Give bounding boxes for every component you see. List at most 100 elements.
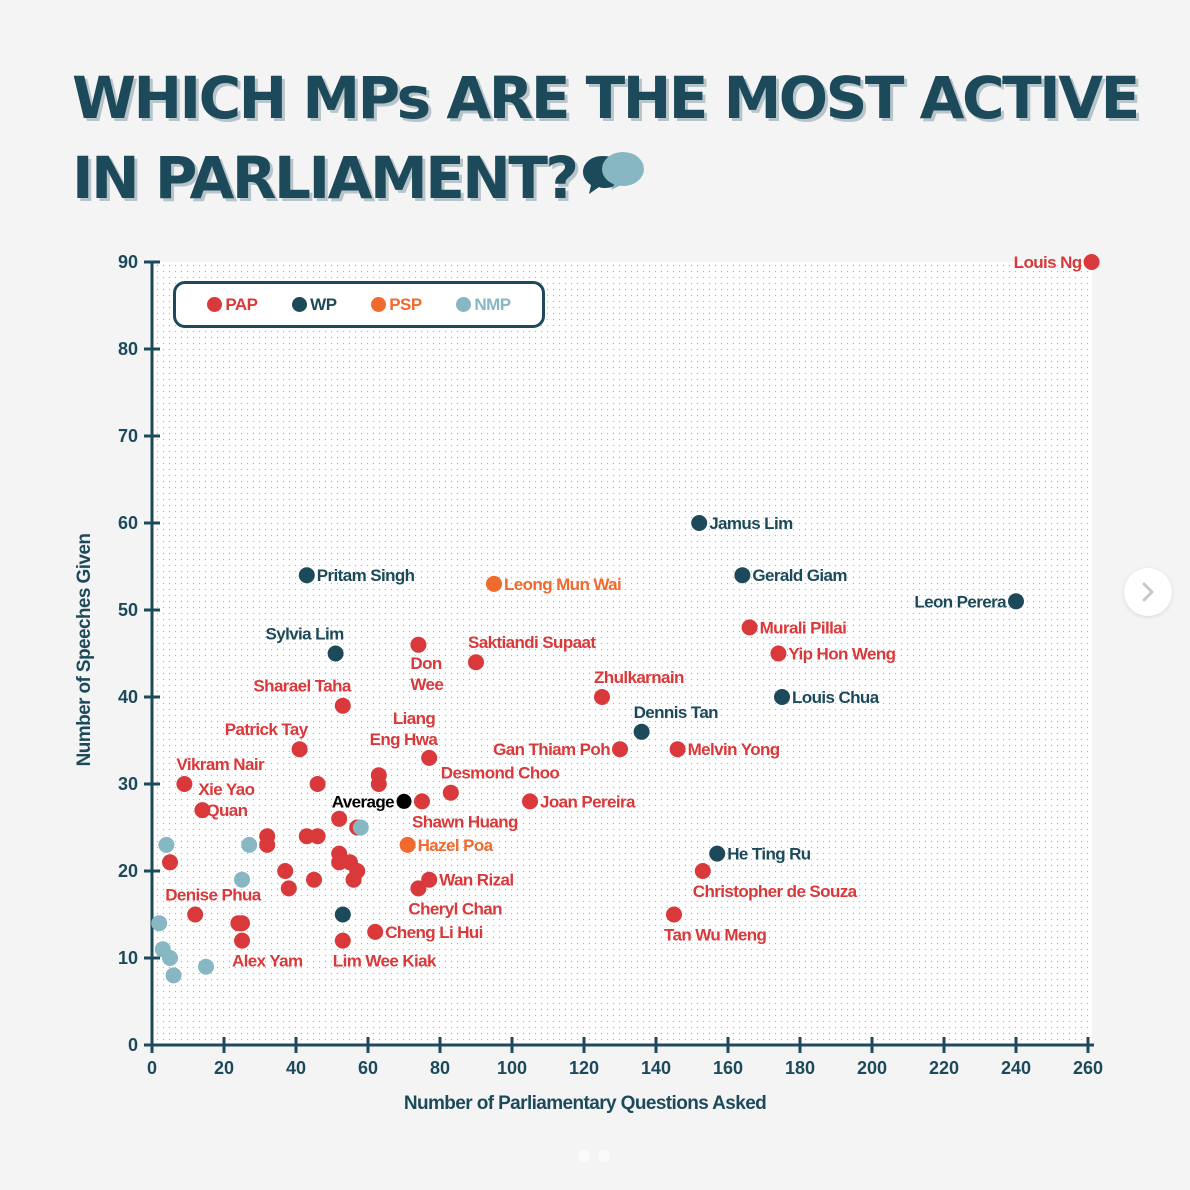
y-tick-label: 30 xyxy=(118,774,138,794)
point-nmp xyxy=(198,958,214,975)
point-melvin-yong xyxy=(669,741,686,758)
data-label: Melvin Yong xyxy=(688,740,780,759)
point-he-ting-ru xyxy=(709,845,726,862)
point-cheng-li-hui xyxy=(367,923,384,940)
legend-label: PAP xyxy=(225,294,258,314)
next-slide-button[interactable] xyxy=(1124,568,1172,616)
legend-swatch xyxy=(292,297,308,312)
point-zhulkarnain xyxy=(594,689,610,705)
point-sylvia-lim xyxy=(327,645,344,662)
carousel-indicator xyxy=(578,1150,610,1162)
data-label: Hazel Poa xyxy=(418,836,494,855)
y-tick-label: 10 xyxy=(118,948,138,968)
data-label: Gan Thiam Poh xyxy=(493,740,610,759)
legend-item-nmp: NMP xyxy=(456,294,511,315)
data-label: Denise Phua xyxy=(165,886,262,905)
carousel-dot[interactable] xyxy=(598,1150,610,1162)
point-shawn-huang xyxy=(414,793,430,810)
legend-item-wp: WP xyxy=(292,294,337,315)
point-tan-wu-meng xyxy=(666,906,682,923)
legend-label: PSP xyxy=(389,294,422,314)
data-label: Xie Yao xyxy=(198,780,254,799)
x-tick-label: 80 xyxy=(430,1058,450,1078)
y-ticks: 0 10 20 30 40 50 60 70 80 90 xyxy=(118,252,160,1055)
title-line-2-text: IN PARLIAMENT? xyxy=(72,144,579,212)
point-pap xyxy=(345,871,362,888)
point-nmp xyxy=(151,915,168,932)
point-joan-pereira xyxy=(522,793,538,810)
point-gan-thiam-poh xyxy=(612,741,628,758)
data-label: Wan Rizal xyxy=(439,871,513,890)
x-tick-label: 20 xyxy=(214,1058,234,1078)
y-tick-label: 90 xyxy=(118,252,138,272)
y-tick-label: 40 xyxy=(118,687,138,707)
data-label: Louis Ng xyxy=(1014,253,1082,272)
legend-swatch xyxy=(207,297,223,312)
point-nmp xyxy=(162,950,178,966)
y-tick-label: 70 xyxy=(118,426,138,446)
point-pap xyxy=(331,810,348,827)
point-pap xyxy=(309,776,326,792)
legend-label: NMP xyxy=(474,294,511,314)
x-tick-label: 120 xyxy=(569,1058,599,1078)
point-pap xyxy=(309,828,326,845)
x-tick-label: 260 xyxy=(1073,1058,1103,1078)
x-tick-label: 40 xyxy=(286,1058,306,1078)
point-liang-eng-hwa xyxy=(421,749,438,766)
point-nmp xyxy=(165,967,182,984)
point-murali-pillai xyxy=(741,619,758,636)
point-nmp xyxy=(241,836,258,853)
x-tick-label: 160 xyxy=(713,1058,743,1078)
data-label: Gerald Giam xyxy=(752,566,847,585)
x-tick-label: 240 xyxy=(1001,1058,1031,1078)
carousel-dot[interactable] xyxy=(578,1150,590,1162)
point-nmp xyxy=(158,836,175,853)
speech-bubbles-icon xyxy=(581,136,645,216)
point-louis-chua xyxy=(774,689,790,705)
x-tick-label: 140 xyxy=(641,1058,671,1078)
point-yip-hon-weng xyxy=(770,645,787,662)
point-christopher-de-souza xyxy=(694,863,711,879)
point-pap xyxy=(370,776,387,792)
legend-swatch xyxy=(371,297,387,312)
x-tick-label: 100 xyxy=(497,1058,527,1078)
point-desmond-choo xyxy=(442,784,459,801)
point-nmp xyxy=(234,871,250,888)
point-vikram-nair xyxy=(176,776,193,792)
data-label: Lim Wee Kiak xyxy=(333,952,437,971)
point-leong-mun-wai xyxy=(486,575,502,592)
plot-area xyxy=(152,262,1092,1045)
page-title: WHICH MPs ARE THE MOST ACTIVE IN PARLIAM… xyxy=(72,58,1140,222)
data-label: Saktiandi Supaat xyxy=(468,633,596,652)
point-louis-ng xyxy=(1083,254,1100,270)
data-label: Louis Chua xyxy=(792,688,880,707)
data-points xyxy=(151,254,1100,984)
axes xyxy=(150,262,1094,1049)
data-label: Leon Perera xyxy=(914,592,1007,611)
x-ticks: 0 20 40 60 80 100 120 140 160 180 200 220 240 260 xyxy=(147,1037,1103,1078)
point-lim-wee-kiak xyxy=(334,932,351,949)
y-tick-label: 0 xyxy=(128,1035,138,1055)
point-don-wee xyxy=(410,636,427,653)
data-label: Dennis Tan xyxy=(634,703,719,722)
point-saktiandi-supaat xyxy=(468,654,484,671)
data-label: Sharael Taha xyxy=(253,677,352,696)
data-label: He Ting Ru xyxy=(727,845,811,864)
data-label: Cheng Li Hui xyxy=(385,923,483,942)
point-wp xyxy=(334,906,351,923)
data-label: Cheryl Chan xyxy=(408,899,502,918)
data-label: Average xyxy=(332,792,394,811)
point-pap xyxy=(277,863,294,879)
data-label: Patrick Tay xyxy=(225,720,309,739)
data-label: Vikram Nair xyxy=(176,755,265,774)
y-tick-label: 60 xyxy=(118,513,138,533)
legend-label: WP xyxy=(310,294,337,314)
data-label: Shawn Huang xyxy=(412,812,518,831)
data-label: Alex Yam xyxy=(232,952,303,971)
point-leon-perera xyxy=(1008,593,1024,610)
legend: PAP WP PSP NMP xyxy=(173,281,545,328)
x-tick-label: 60 xyxy=(358,1058,378,1078)
point-wan-rizal xyxy=(421,871,438,888)
data-label: Jamus Lim xyxy=(709,514,793,533)
title-line-2: IN PARLIAMENT? xyxy=(72,138,1138,222)
